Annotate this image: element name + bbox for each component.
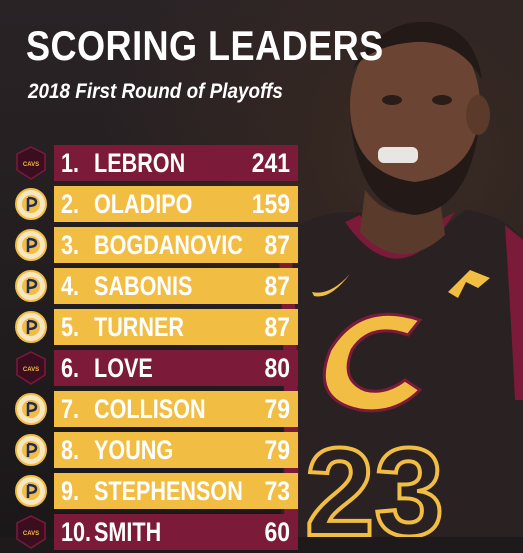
- pacers-logo-icon: [15, 188, 47, 220]
- svg-text:CAVS: CAVS: [23, 531, 39, 537]
- pacers-logo-icon: [15, 434, 47, 466]
- svg-text:CAVS: CAVS: [23, 367, 39, 373]
- leader-row: 2. OLADIPO 159: [14, 184, 298, 225]
- leader-name: SMITH: [94, 517, 162, 547]
- leader-bar: 6. LOVE 80: [54, 350, 298, 386]
- leader-name: TURNER: [94, 312, 184, 342]
- leader-row: 5. TURNER 87: [14, 307, 298, 348]
- leader-row: 4. SABONIS 87: [14, 266, 298, 307]
- pacers-logo-icon: [15, 311, 47, 343]
- leader-row: CAVS 1. LEBRON 241: [14, 143, 298, 184]
- leader-name: LEBRON: [94, 148, 186, 178]
- jersey-number: 23: [305, 423, 444, 537]
- pacers-logo-icon: [15, 229, 47, 261]
- cavaliers-logo-icon: CAVS: [16, 351, 46, 385]
- leader-row: 8. YOUNG 79: [14, 430, 298, 471]
- leader-bar: 10. SMITH 60: [54, 514, 298, 550]
- leader-points: 159: [251, 189, 290, 219]
- pacers-logo-icon: [15, 393, 47, 425]
- leader-bar: 9. STEPHENSON 73: [54, 473, 298, 509]
- leader-name: BOGDANOVIC: [94, 230, 243, 260]
- leader-bar: 2. OLADIPO 159: [54, 186, 298, 222]
- cavaliers-logo-icon: CAVS: [16, 146, 46, 180]
- leader-name: LOVE: [94, 353, 153, 383]
- leader-name: OLADIPO: [94, 189, 193, 219]
- leader-row: CAVS 10. SMITH 60: [14, 512, 298, 553]
- leader-bar: 5. TURNER 87: [54, 309, 298, 345]
- page-title: SCORING LEADERS: [26, 22, 384, 69]
- leader-points: 73: [264, 476, 290, 506]
- cavaliers-logo-icon: CAVS: [16, 515, 46, 549]
- leader-row: CAVS 6. LOVE 80: [14, 348, 298, 389]
- leader-points: 80: [264, 353, 290, 383]
- leaderboard: CAVS 1. LEBRON 241 2. OLADIPO 159 3. BOG…: [14, 143, 298, 553]
- leader-name: COLLISON: [94, 394, 206, 424]
- leader-bar: 3. BOGDANOVIC 87: [54, 227, 298, 263]
- leader-name: YOUNG: [94, 435, 174, 465]
- leader-points: 241: [251, 148, 290, 178]
- leader-points: 60: [264, 517, 290, 547]
- leader-bar: 7. COLLISON 79: [54, 391, 298, 427]
- leader-row: 9. STEPHENSON 73: [14, 471, 298, 512]
- page-subtitle: 2018 First Round of Playoffs: [28, 80, 283, 103]
- leader-bar: 1. LEBRON 241: [54, 145, 298, 181]
- leader-rank: 1.: [61, 148, 80, 178]
- leader-points: 79: [264, 394, 290, 424]
- leader-rank: 8.: [61, 435, 80, 465]
- pacers-logo-icon: [15, 270, 47, 302]
- leader-row: 7. COLLISON 79: [14, 389, 298, 430]
- leader-rank: 5.: [61, 312, 80, 342]
- leader-points: 87: [264, 230, 290, 260]
- leader-rank: 6.: [61, 353, 80, 383]
- leader-rank: 10.: [61, 517, 92, 547]
- leader-rank: 4.: [61, 271, 80, 301]
- leader-rank: 3.: [61, 230, 80, 260]
- leader-bar: 4. SABONIS 87: [54, 268, 298, 304]
- leader-rank: 9.: [61, 476, 80, 506]
- leader-points: 87: [264, 312, 290, 342]
- leader-rank: 2.: [61, 189, 80, 219]
- leader-points: 79: [264, 435, 290, 465]
- pacers-logo-icon: [15, 475, 47, 507]
- leader-row: 3. BOGDANOVIC 87: [14, 225, 298, 266]
- leader-bar: 8. YOUNG 79: [54, 432, 298, 468]
- leader-rank: 7.: [61, 394, 80, 424]
- svg-text:CAVS: CAVS: [23, 162, 39, 168]
- leader-name: STEPHENSON: [94, 476, 243, 506]
- leader-points: 87: [264, 271, 290, 301]
- leader-name: SABONIS: [94, 271, 193, 301]
